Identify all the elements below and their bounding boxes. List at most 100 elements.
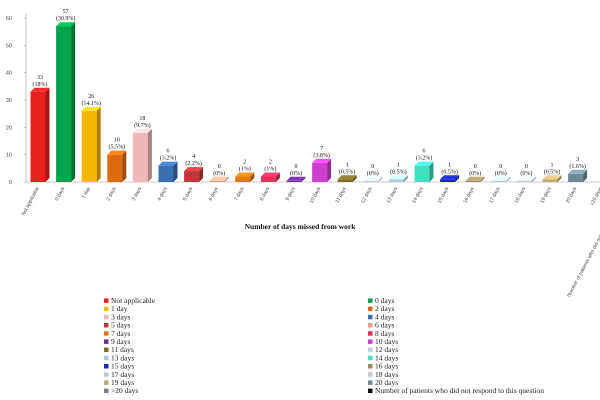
bar-front bbox=[132, 132, 148, 182]
legend-label: 19 days bbox=[111, 378, 134, 387]
bar-top bbox=[388, 175, 408, 180]
legend-item: 12 days bbox=[368, 345, 398, 354]
bar-top bbox=[132, 128, 152, 133]
bar bbox=[286, 176, 306, 182]
legend-swatch bbox=[104, 380, 109, 385]
data-label-percent: (18%) bbox=[33, 81, 48, 88]
legend-item: 9 days bbox=[104, 337, 130, 346]
x-tick-label: 19 days bbox=[539, 186, 553, 205]
bar-top bbox=[568, 169, 588, 174]
bar-top bbox=[56, 22, 76, 27]
legend-label: 12 days bbox=[375, 345, 398, 354]
legend-swatch bbox=[104, 306, 109, 312]
bar-side bbox=[45, 87, 50, 182]
x-tick-label: 15 days bbox=[437, 186, 451, 205]
bar bbox=[235, 172, 255, 182]
legend-swatch bbox=[368, 314, 373, 320]
bar bbox=[414, 161, 434, 182]
data-label-percent: (0%) bbox=[469, 170, 481, 177]
bar-side bbox=[275, 172, 280, 182]
bar-top bbox=[158, 161, 178, 166]
legend-swatch bbox=[104, 364, 109, 369]
data-label-value: 4 bbox=[192, 154, 195, 160]
bar-side bbox=[96, 106, 101, 182]
bar-side bbox=[403, 175, 408, 182]
bar-top bbox=[30, 87, 50, 92]
data-label-value: 18 bbox=[139, 116, 145, 122]
data-label-value: 6 bbox=[423, 149, 426, 155]
legend-swatch bbox=[104, 323, 109, 328]
legend-label: Not applicable bbox=[111, 296, 156, 305]
legend-swatch bbox=[104, 298, 109, 303]
x-tick-label: Not applicable bbox=[21, 186, 41, 217]
data-label-value: 26 bbox=[88, 94, 94, 100]
legend-item: 0 days bbox=[368, 296, 394, 305]
data-label-percent: (14.1%) bbox=[81, 100, 101, 107]
legend-item: 1 day bbox=[104, 304, 128, 313]
legend-item: 13 days bbox=[104, 353, 134, 362]
x-tick-label: 9 days bbox=[285, 186, 297, 202]
legend-label: 16 days bbox=[375, 362, 398, 371]
legend-label: 0 days bbox=[375, 296, 394, 305]
bar-side bbox=[480, 176, 485, 182]
bar-side bbox=[531, 176, 536, 182]
bar-side bbox=[327, 158, 332, 182]
x-tick-label: 13 days bbox=[386, 186, 400, 205]
data-label-percent: (1%) bbox=[264, 166, 276, 173]
x-tick-label: 20 days bbox=[565, 186, 579, 205]
data-label-percent: (1.6%) bbox=[569, 163, 586, 170]
bar-side bbox=[429, 161, 434, 182]
data-label-value: 2 bbox=[269, 160, 272, 166]
bar bbox=[516, 176, 536, 182]
bar bbox=[568, 169, 588, 182]
data-label-percent: (0.5%) bbox=[390, 168, 407, 175]
bar-side bbox=[173, 161, 178, 182]
data-label-percent: (1%) bbox=[239, 166, 251, 173]
bar-front bbox=[542, 179, 558, 182]
data-label-value: 1 bbox=[551, 162, 554, 168]
bar-top bbox=[440, 175, 460, 180]
bar-side bbox=[583, 169, 588, 182]
bar-top bbox=[286, 176, 306, 181]
data-label-percent: (0%) bbox=[367, 170, 379, 177]
data-label-value: 7 bbox=[320, 146, 323, 152]
data-label-percent: (0%) bbox=[290, 170, 302, 177]
bar-side bbox=[250, 172, 255, 182]
x-tick-label: 5 days bbox=[182, 186, 194, 202]
legend-item: 8 days bbox=[368, 329, 394, 338]
data-label-percent: (0.5%) bbox=[544, 168, 561, 175]
bar bbox=[132, 128, 152, 182]
data-label-percent: (0%) bbox=[520, 170, 532, 177]
data-label-value: 1 bbox=[397, 162, 400, 168]
y-tick-label: 50 bbox=[6, 43, 12, 49]
data-label-value: 10 bbox=[114, 138, 120, 144]
legend-item: 6 days bbox=[368, 321, 394, 330]
bar bbox=[542, 175, 562, 182]
legend-item: 11 days bbox=[104, 345, 134, 354]
data-label-value: 33 bbox=[37, 75, 43, 81]
legend-item: 14 days bbox=[368, 353, 398, 362]
bar-side bbox=[557, 175, 562, 182]
x-tick-label: 18 days bbox=[514, 186, 528, 205]
bar-front bbox=[286, 180, 302, 182]
data-label-percent: (0.5%) bbox=[441, 168, 458, 175]
bar bbox=[312, 158, 332, 182]
data-label-value: 0 bbox=[218, 164, 221, 170]
data-label-percent: (0%) bbox=[495, 170, 507, 177]
bar-front bbox=[235, 176, 251, 182]
data-label-value: 0 bbox=[499, 164, 502, 170]
bar-front bbox=[414, 165, 430, 182]
bar-side bbox=[378, 176, 383, 182]
legend-item: 4 days bbox=[368, 312, 394, 321]
data-label-percent: (9.7%) bbox=[134, 122, 151, 129]
bar bbox=[260, 172, 280, 182]
bar-top bbox=[363, 176, 383, 181]
x-tick-label: 4 days bbox=[157, 186, 169, 202]
bar-front bbox=[158, 165, 174, 182]
x-tick-label: 3 days bbox=[131, 186, 143, 202]
x-tick-label: 16 days bbox=[462, 186, 476, 205]
data-label-value: 0 bbox=[525, 164, 528, 170]
bar-front bbox=[107, 154, 123, 182]
data-label-value: 1 bbox=[346, 162, 349, 168]
